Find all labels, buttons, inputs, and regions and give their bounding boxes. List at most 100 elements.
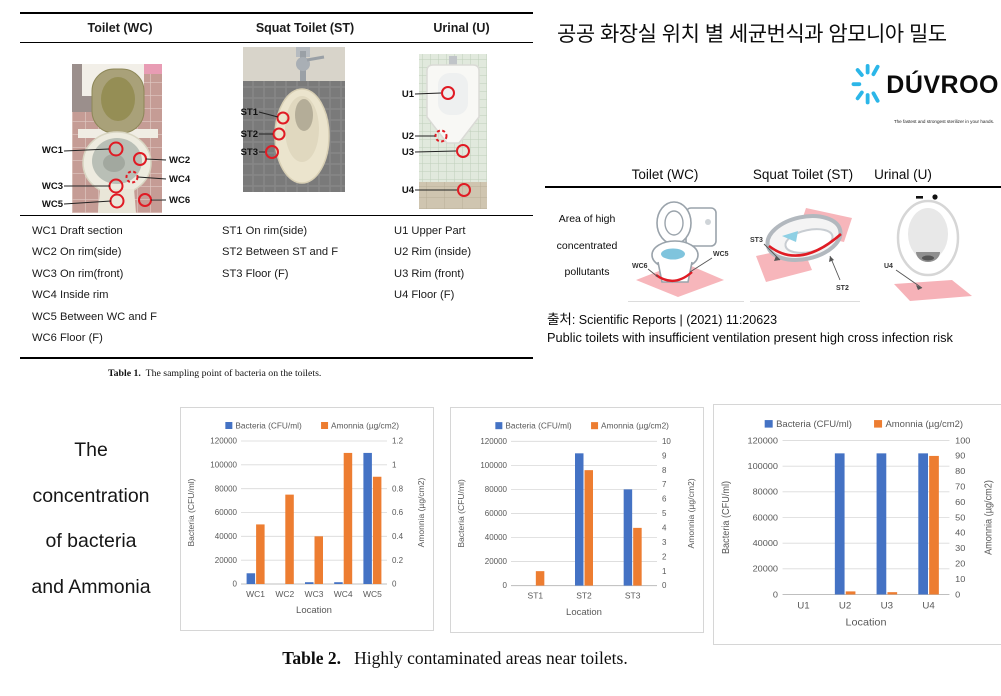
st2-diagram-label: ST2 bbox=[836, 285, 849, 292]
u-sampling-markers bbox=[434, 85, 471, 197]
chart-wc: 0 20000 40000 60000 80000 100000 120000 0 0.2 0.4… bbox=[180, 407, 434, 631]
st-point-list: ST1 On rim(side) ST2 Between ST and F ST… bbox=[220, 221, 390, 350]
bar-bacteria bbox=[246, 573, 256, 584]
bar-bacteria bbox=[918, 453, 928, 595]
right-tick-label: 0.8 bbox=[392, 484, 404, 493]
left-tick-label: 60000 bbox=[215, 508, 238, 517]
left-tick-label: 80000 bbox=[753, 487, 778, 497]
st-photo-image bbox=[243, 46, 345, 192]
charts-heading: The concentration of bacteria and Ammoni… bbox=[18, 428, 164, 610]
leader bbox=[647, 268, 659, 278]
arrowhead bbox=[774, 256, 780, 261]
list-item: U3 Rim (front) bbox=[394, 267, 465, 280]
u-photo: U1 U2 U3 U4 bbox=[402, 53, 487, 209]
wc-pollution-diagram: WC6 WC5 bbox=[632, 201, 729, 297]
x-axis-title: Location bbox=[566, 607, 602, 618]
right-tick-label: 8 bbox=[662, 466, 667, 475]
left-tick-label: 80000 bbox=[485, 485, 508, 494]
table-header-rule bbox=[20, 41, 533, 43]
x-axis-title: Location bbox=[846, 617, 887, 629]
page-title: 공공 화장실 위치 별 세균번식과 암모니아 밀도 bbox=[557, 23, 947, 46]
right-tick-label: 70 bbox=[955, 482, 965, 492]
wc-photo-image bbox=[72, 63, 162, 213]
cell-rule bbox=[750, 301, 860, 302]
x-tick-label: ST1 bbox=[528, 591, 544, 601]
heading-line: concentration bbox=[32, 484, 150, 507]
wc-photo: WC1 WC2 WC3 WC4 WC5 WC6 bbox=[42, 63, 191, 213]
right-tick-label: 100 bbox=[955, 436, 970, 446]
right-tick-label: 6 bbox=[662, 495, 667, 504]
list-item: WC1 Draft section bbox=[32, 224, 123, 237]
sampling-point-list-row: WC1 Draft section WC2 On rim(side) WC3 O… bbox=[20, 216, 533, 357]
heading-line: The bbox=[74, 439, 108, 461]
sampling-point-wc1 bbox=[108, 141, 124, 156]
wc-leader-lines bbox=[63, 148, 167, 204]
right-tick-label: 10 bbox=[662, 437, 671, 446]
chart-u-svg: 0 20000 40000 60000 80000 100000 120000 0 10 20 30… bbox=[720, 419, 994, 629]
bar-ammonia bbox=[887, 592, 898, 595]
legend-label: Amonnia (µg/cm2) bbox=[331, 421, 399, 431]
right-tick-label: 20 bbox=[955, 559, 965, 569]
legend-swatch bbox=[495, 422, 503, 430]
photo-row: WC1 WC2 WC3 WC4 WC5 WC6 bbox=[20, 43, 533, 215]
wc1-label: WC1 bbox=[42, 145, 64, 156]
rp-header-squat-toilet-st: Squat Toilet (ST) bbox=[752, 167, 854, 182]
list-item: WC6 Floor (F) bbox=[32, 332, 103, 344]
legend-swatch bbox=[225, 422, 233, 429]
st3-label: ST3 bbox=[241, 147, 258, 158]
u-floor-highlight bbox=[894, 280, 972, 301]
right-tick-label: 5 bbox=[662, 509, 667, 518]
st-photo-cell: ST1 ST2 ST3 bbox=[220, 43, 390, 215]
right-tick-label: 30 bbox=[955, 543, 965, 553]
chart-u: 0 20000 40000 60000 80000 100000 120000 0 10 20 30… bbox=[713, 404, 1001, 645]
sampling-point-u1 bbox=[441, 85, 455, 100]
x-tick-label: U2 bbox=[839, 600, 851, 611]
bar-ammonia bbox=[633, 527, 642, 586]
left-tick-label: 60000 bbox=[485, 509, 508, 518]
table-bottom-rule bbox=[20, 356, 533, 359]
left-tick-label: 0 bbox=[503, 581, 508, 590]
bar-ammonia bbox=[285, 494, 294, 584]
st-sampling-markers bbox=[265, 111, 290, 159]
list-item: WC2 On rim(side) bbox=[32, 246, 122, 258]
right-tick-label: 9 bbox=[662, 451, 667, 460]
st3-diagram-label: ST3 bbox=[750, 237, 763, 244]
wc-photo-cell: WC1 WC2 WC3 WC4 WC5 WC6 bbox=[20, 43, 220, 215]
list-item: ST3 Floor (F) bbox=[222, 267, 289, 280]
list-item: ST2 Between ST and F bbox=[222, 246, 339, 258]
table1-caption-text: The sampling point of bacteria on the to… bbox=[145, 367, 322, 379]
bar-ammonia bbox=[535, 571, 545, 586]
header-squat-toilet-st: Squat Toilet (ST) bbox=[255, 20, 355, 35]
left-tick-label: 40000 bbox=[485, 533, 508, 542]
wc6-label: WC6 bbox=[169, 195, 190, 206]
right-tick-label: 80 bbox=[955, 466, 965, 476]
x-tick-label: WC2 bbox=[275, 589, 294, 599]
u-leader-lines bbox=[414, 92, 457, 190]
bar-bacteria bbox=[363, 452, 372, 584]
left-tick-label: 100000 bbox=[748, 461, 779, 471]
wc3-label: WC3 bbox=[42, 181, 63, 192]
right-axis-title: Amonnia (µg/cm2) bbox=[686, 478, 696, 548]
right-tick-label: 1 bbox=[392, 460, 397, 469]
st-photo: ST1 ST2 ST3 bbox=[241, 46, 345, 192]
x-tick-label: U3 bbox=[881, 600, 893, 611]
x-tick-label: WC3 bbox=[305, 589, 324, 599]
cell-rule bbox=[628, 301, 744, 302]
left-tick-label: 0 bbox=[773, 590, 778, 600]
left-tick-label: 0 bbox=[233, 580, 238, 589]
leader bbox=[689, 257, 713, 273]
wc4-label: WC4 bbox=[169, 174, 191, 185]
header-toilet-wc: Toilet (WC) bbox=[87, 20, 153, 35]
x-tick-label: WC4 bbox=[334, 589, 353, 599]
sampling-point-u3 bbox=[456, 143, 470, 158]
bar-bacteria bbox=[623, 489, 633, 586]
right-tick-label: 0.4 bbox=[392, 532, 404, 541]
u-cartoon bbox=[896, 194, 960, 277]
left-tick-label: 60000 bbox=[753, 513, 778, 523]
left-tick-label: 40000 bbox=[753, 538, 778, 548]
table-mid-rule bbox=[20, 214, 533, 216]
rp-header-toilet-wc: Toilet (WC) bbox=[631, 167, 699, 182]
sampling-point-st1 bbox=[276, 111, 290, 124]
x-axis-title: Location bbox=[296, 605, 332, 616]
